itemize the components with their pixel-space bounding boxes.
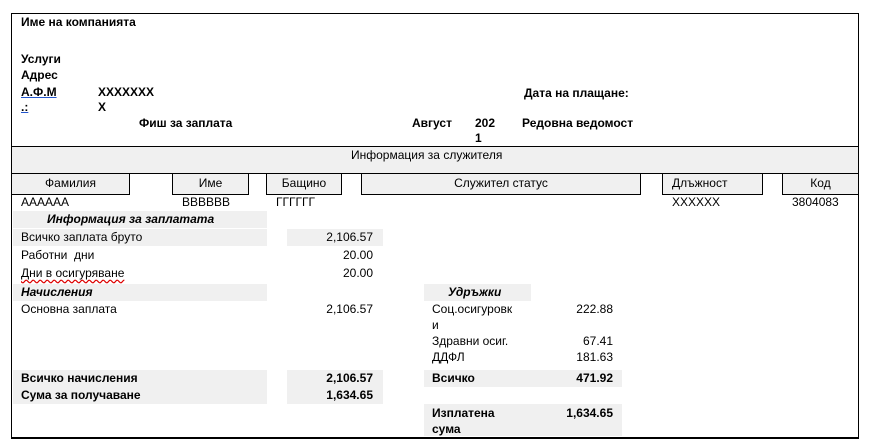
header-divider xyxy=(11,146,859,147)
base-salary-label: Основна заплата xyxy=(21,302,117,316)
code-value: 3804083 xyxy=(792,195,839,209)
paid-label-cont: сума xyxy=(432,422,461,436)
social-value: 222.88 xyxy=(576,302,613,316)
tax-label: ДДФЛ xyxy=(432,350,465,364)
payslip-title: Фиш за заплата xyxy=(139,116,233,130)
net-label: Сума за получаване xyxy=(21,388,141,402)
col-father: Бащино xyxy=(266,173,342,195)
name-value: ВВВВВВ xyxy=(182,195,231,209)
father-value: ГГГГГГ xyxy=(276,195,315,209)
year-cont: 1 xyxy=(475,131,482,145)
sheet-type: Редовна ведомост xyxy=(522,116,634,130)
employee-section-title: Информация за служителя xyxy=(351,148,503,162)
company-name: Име на компанията xyxy=(21,15,136,29)
deductions-title: Удръжки xyxy=(448,285,502,299)
payslip-frame xyxy=(11,13,859,439)
col-position: Длъжност xyxy=(662,173,763,195)
col-name: Име xyxy=(172,173,249,195)
health-label: Здравни осиг. xyxy=(432,334,509,348)
total-deductions-value: 471.92 xyxy=(576,371,613,385)
work-days-value: 20.00 xyxy=(342,248,373,262)
accruals-title: Начисления xyxy=(21,285,93,299)
total-accruals-value: 2,106.57 xyxy=(326,371,373,385)
gross-value: 2,106.57 xyxy=(326,230,373,244)
employee-section-band xyxy=(12,147,858,174)
gross-label: Всичко заплата бруто xyxy=(21,230,143,244)
position-value: XXXXXX xyxy=(672,195,721,209)
total-accruals-label: Всичко начисления xyxy=(21,371,138,385)
col-code: Код xyxy=(782,173,859,195)
vat-value-cont: X xyxy=(98,100,107,114)
payment-date-label: Дата на плащане: xyxy=(524,86,629,100)
health-value: 67.41 xyxy=(582,334,613,348)
paid-label: Изплатена xyxy=(432,406,495,420)
insured-days-value: 20.00 xyxy=(342,266,373,280)
col-surname: Фамилия xyxy=(11,173,130,195)
work-days-label: Работни дни xyxy=(21,248,95,262)
total-deductions-label: Всичко xyxy=(432,371,475,385)
address: Адрес xyxy=(21,68,58,82)
year: 202 xyxy=(475,116,496,130)
col-status: Служител статус xyxy=(361,173,641,195)
tax-value: 181.63 xyxy=(576,350,613,364)
insured-days-label: Дни в осигуряване xyxy=(21,266,125,280)
salary-info-title: Информация за заплатата xyxy=(47,212,215,226)
services: Услуги xyxy=(21,52,61,66)
social-label-cont: и xyxy=(432,318,439,332)
surname-value: АААААА xyxy=(21,195,70,209)
month: Август xyxy=(412,116,452,130)
vat-label: А.Ф.М xyxy=(21,85,57,99)
net-value: 1,634.65 xyxy=(326,388,373,402)
paid-value: 1,634.65 xyxy=(566,406,613,420)
vat-value: XXXXXXX xyxy=(98,85,155,99)
social-label: Соц.осигуровк xyxy=(432,302,513,316)
vat-label-cont: .: xyxy=(21,100,29,114)
base-salary-value: 2,106.57 xyxy=(326,302,373,316)
